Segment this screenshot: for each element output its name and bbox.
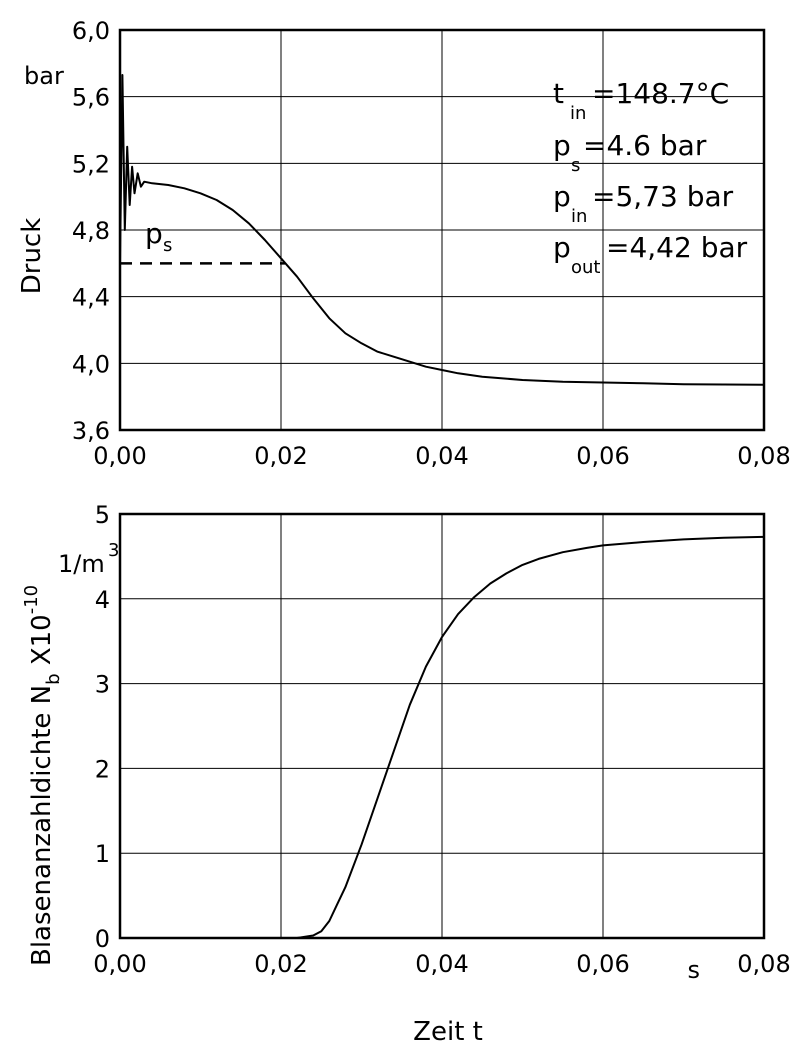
x-tick-label: 0,00: [93, 442, 146, 470]
density-unit-label: 1/m 3: [58, 540, 119, 578]
y-tick-label: 3: [95, 671, 110, 699]
y-tick-label: 0: [95, 925, 110, 953]
density-axis-sup: -10: [21, 585, 42, 614]
y-tick-label: 1: [95, 840, 110, 868]
ps-marker: p s: [145, 217, 172, 256]
y-tick-label: 4,8: [72, 217, 110, 245]
annotation-tin-sub: in: [570, 103, 586, 124]
x-tick-label: 0,06: [576, 950, 629, 978]
annotation-tin-base: t: [553, 77, 564, 110]
annotation-ps-sub: s: [571, 155, 580, 176]
annotation-pout-sub: out: [571, 257, 600, 278]
bubble-density-chart-frame: [118, 512, 766, 940]
x-tick-label: 0,04: [415, 950, 468, 978]
y-tick-label: 2: [95, 755, 110, 783]
svg-text:Blasenanzahldichte Nb X10-10: Blasenanzahldichte Nb X10-10: [21, 585, 64, 966]
y-tick-label: 4,4: [72, 284, 110, 312]
y-tick-label: 4,0: [72, 350, 110, 378]
annotation-pin-sub: in: [571, 206, 587, 227]
annotation-ps-value: =4.6 bar: [583, 129, 707, 162]
y-tick-label: 5: [95, 501, 110, 529]
pressure-chart-series: [119, 74, 765, 386]
ps-label-base: p: [145, 217, 163, 250]
x-tick-label: 0,00: [93, 950, 146, 978]
x-tick-label: 0,06: [576, 442, 629, 470]
y-tick-label: 3,6: [72, 417, 110, 445]
ps-label-sub: s: [163, 235, 172, 256]
pressure-unit-label: bar: [24, 62, 64, 90]
pressure-axis-label: Druck: [17, 218, 47, 295]
bubble-density-chart-ticks: 0,00 0,02 0,04 0,06 0,08 0 1 2 3 4 5: [93, 501, 790, 978]
annotation-box: t in =148.7°C p s =4.6 bar p in =5,73 ba…: [553, 77, 748, 278]
y-tick-label: 5,2: [72, 150, 110, 178]
annotation-pin-value: =5,73 bar: [592, 180, 734, 213]
pressure-chart-frame: [118, 28, 766, 432]
x-tick-label: 0,04: [415, 442, 468, 470]
bubble-density-chart-series: [120, 535, 765, 939]
x-tick-label: 0,08: [737, 950, 790, 978]
density-unit-base: 1/m: [58, 550, 105, 578]
y-tick-label: 6,0: [72, 17, 110, 45]
annotation-ps-base: p: [553, 129, 571, 162]
density-axis-mid: X10: [27, 614, 57, 673]
pressure-chart-grid: [120, 30, 764, 430]
y-tick-label: 5,6: [72, 84, 110, 112]
density-unit-sup: 3: [108, 540, 119, 561]
x-tick-label: 0,08: [737, 442, 790, 470]
bubble-density-chart-grid: [120, 514, 764, 938]
annotation-pin-base: p: [553, 180, 571, 213]
x-tick-label: 0,02: [254, 442, 307, 470]
density-axis-label: Blasenanzahldichte Nb X10-10: [21, 585, 64, 966]
series-line: [119, 74, 765, 386]
time-axis-label: Zeit t: [413, 1017, 483, 1047]
pressure-chart: 0,00 0,02 0,04 0,06 0,08 3,6 4,0 4,4 4,8 5,2 5,6 6,…: [17, 17, 791, 470]
annotation-pout-value: =4,42 bar: [606, 231, 748, 264]
bubble-density-chart: 0,00 0,02 0,04 0,06 0,08 0 1 2 3 4 5 1/m 3 Blasena…: [21, 501, 791, 1047]
series-line: [120, 535, 765, 939]
density-axis-text: Blasenanzahldichte N: [27, 685, 57, 966]
density-axis-sub: b: [43, 673, 64, 684]
pressure-chart-ticks: 0,00 0,02 0,04 0,06 0,08 3,6 4,0 4,4 4,8 5,2 5,6 6,…: [72, 17, 791, 470]
annotation-pout-base: p: [553, 231, 571, 264]
time-unit-label: s: [687, 956, 700, 984]
x-tick-label: 0,02: [254, 950, 307, 978]
annotation-tin-value: =148.7°C: [592, 77, 729, 110]
y-tick-label: 4: [95, 586, 110, 614]
